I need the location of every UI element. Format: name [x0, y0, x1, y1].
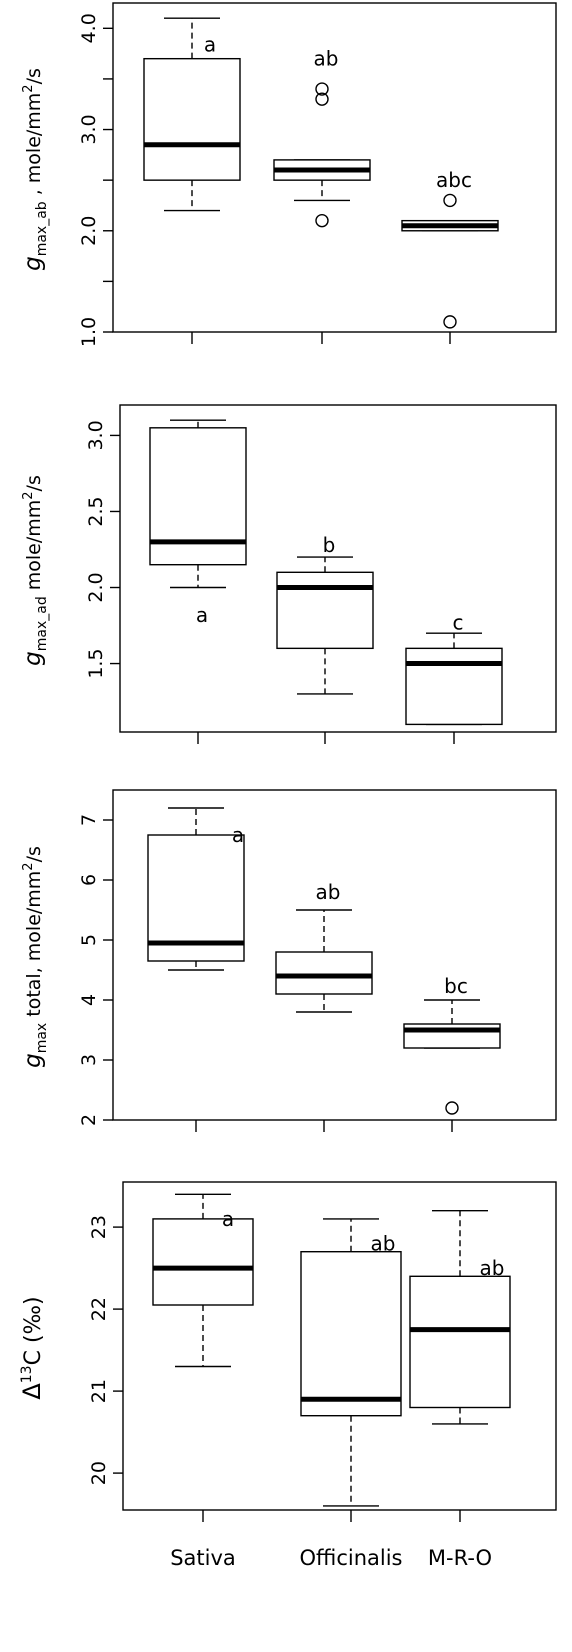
box-iqr [300, 1250, 402, 1417]
y-label-symbol: g [20, 256, 46, 271]
y-label-superscript: 2 [21, 491, 36, 499]
y-label-superscript: 2 [21, 862, 36, 870]
y-label-symbol: g [20, 651, 46, 666]
box-iqr [143, 57, 241, 181]
panel-1: 1.0 2.0 3.0 4.0 gmax_ab , mole/mm2/s a ab abc [20, 2, 557, 347]
y-tick-label: 2.5 [85, 496, 107, 526]
significance-letter: ab [316, 880, 341, 904]
plot-frame [122, 1181, 557, 1511]
y-tick-label: 7 [78, 814, 100, 826]
outlier-point [315, 92, 329, 106]
outlier-point [443, 315, 457, 329]
significance-letter: a [222, 1207, 234, 1231]
y-tick-label: 2.0 [85, 572, 107, 602]
panel-4: 20 21 22 23 Δ13C (‰) a ab ab Sativa Officinalis M-… [18, 1181, 557, 1570]
outlier-point [443, 193, 457, 208]
y-axis-label: gmax total, mole/mm2/s [20, 846, 50, 1068]
plot-frame [112, 2, 557, 333]
x-category-label: Sativa [170, 1546, 236, 1570]
y-label-subscript: max_ad [34, 596, 50, 651]
y-label-text: , mole/mm [23, 93, 45, 202]
y-label-tail: /s [23, 475, 45, 491]
significance-letter: a [232, 823, 244, 847]
box-iqr [405, 647, 503, 726]
y-tick-label: 3 [78, 1054, 100, 1066]
box-iqr [276, 571, 374, 650]
panel-2: 1.5 2.0 2.5 3.0 gmax_ad mole/mm2/s a b c [20, 404, 557, 744]
significance-letter: abc [436, 168, 472, 192]
significance-letter: ab [371, 1232, 396, 1256]
box-iqr [409, 1275, 511, 1409]
y-label-tail: /s [23, 846, 45, 862]
y-tick-label: 1.5 [85, 648, 107, 678]
y-tick-label: 3.0 [78, 114, 100, 144]
y-label-tail: /s [23, 68, 45, 84]
y-tick-label: 1.0 [78, 317, 100, 347]
y-tick-label: 20 [88, 1461, 110, 1485]
y-axis-label: gmax_ad mole/mm2/s [20, 475, 50, 666]
y-tick-label: 22 [88, 1297, 110, 1321]
y-label-symbol: Δ [18, 1383, 46, 1400]
y-label-text: mole/mm [23, 500, 45, 597]
y-axis-label: Δ13C (‰) [18, 1296, 46, 1399]
box-iqr [147, 834, 245, 962]
y-tick-label: 21 [88, 1379, 110, 1403]
plot-frame [112, 789, 557, 1121]
significance-letter: a [204, 33, 216, 57]
significance-letter: b [323, 533, 336, 557]
y-label-subscript: max_ab [34, 201, 50, 256]
y-tick-label: 4 [78, 994, 100, 1006]
significance-letter: ab [314, 47, 339, 71]
y-label-superscript: 13 [19, 1365, 35, 1383]
box-iqr [152, 1218, 254, 1306]
y-tick-label: 3.0 [85, 420, 107, 450]
y-label-superscript: 2 [21, 84, 36, 92]
outlier-point [315, 82, 329, 96]
plot-frame [119, 404, 557, 733]
y-label-symbol: g [20, 1053, 46, 1068]
box-iqr [275, 951, 373, 995]
significance-letter: bc [444, 974, 468, 998]
y-label-text: total, mole/mm [23, 871, 45, 1023]
outlier-point [315, 213, 329, 228]
y-tick-label: 2.0 [78, 216, 100, 246]
y-label-subscript: max [34, 1023, 50, 1054]
y-tick-label: 5 [78, 934, 100, 946]
y-tick-label: 4.0 [78, 13, 100, 43]
outlier-point [445, 1101, 459, 1115]
significance-letter: ab [480, 1256, 505, 1280]
x-category-label: Officinalis [299, 1546, 402, 1570]
significance-letter: c [453, 610, 464, 634]
y-axis-label: gmax_ab , mole/mm2/s [20, 68, 50, 271]
y-tick-label: 23 [88, 1215, 110, 1239]
y-tick-label: 6 [78, 874, 100, 886]
significance-letter: a [196, 603, 208, 627]
y-label-text: C (‰) [21, 1296, 46, 1365]
x-category-label: M-R-O [428, 1546, 492, 1570]
y-tick-label: 2 [78, 1114, 100, 1126]
